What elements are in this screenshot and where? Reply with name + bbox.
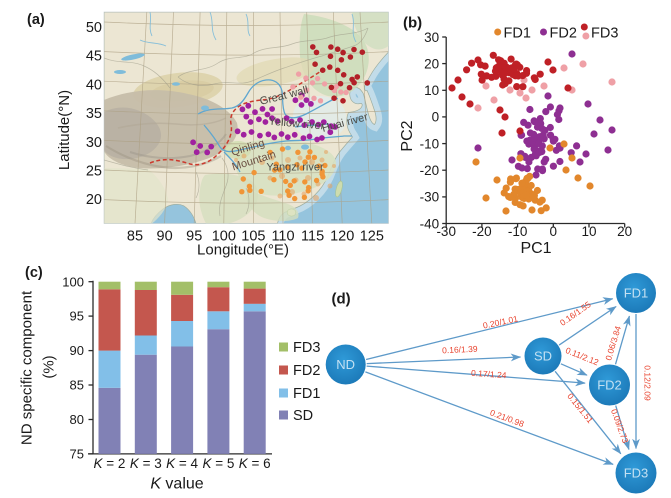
svg-text:Latitude(°N): Latitude(°N) (56, 90, 73, 170)
svg-text:(c): (c) (25, 265, 43, 281)
svg-text:90: 90 (70, 343, 84, 358)
svg-text:10: 10 (424, 83, 439, 98)
svg-text:K = 4: K = 4 (166, 456, 198, 471)
svg-text:95: 95 (186, 229, 202, 245)
svg-text:FD1: FD1 (504, 26, 531, 42)
svg-text:FD3: FD3 (591, 26, 618, 42)
svg-text:30: 30 (86, 135, 102, 151)
svg-text:0: 0 (432, 110, 440, 125)
svg-text:FD2: FD2 (293, 363, 320, 379)
svg-text:-30: -30 (436, 224, 456, 239)
svg-text:K = 5: K = 5 (202, 456, 234, 471)
svg-text:125: 125 (360, 229, 384, 245)
svg-text:K = 2: K = 2 (94, 456, 126, 471)
svg-text:0.12/2.09: 0.12/2.09 (643, 365, 653, 401)
svg-text:80: 80 (70, 412, 84, 427)
svg-text:-10: -10 (508, 224, 528, 239)
svg-text:105: 105 (241, 229, 265, 245)
svg-text:115: 115 (301, 229, 324, 245)
svg-text:FD3: FD3 (624, 466, 649, 481)
svg-text:(%): (%) (41, 355, 58, 378)
svg-text:40: 40 (86, 77, 102, 93)
svg-text:100: 100 (62, 274, 84, 289)
svg-text:K value: K value (150, 476, 203, 493)
svg-text:75: 75 (70, 447, 84, 462)
svg-text:20: 20 (424, 56, 439, 71)
svg-text:-10: -10 (420, 136, 440, 151)
svg-text:Longitude(°E): Longitude(°E) (197, 242, 289, 259)
svg-text:50: 50 (86, 20, 102, 36)
svg-text:25: 25 (86, 164, 102, 180)
svg-text:100: 100 (212, 229, 236, 245)
svg-text:110: 110 (271, 229, 294, 245)
svg-text:(a): (a) (27, 12, 45, 28)
svg-text:K = 3: K = 3 (130, 456, 162, 471)
svg-text:SD: SD (293, 408, 313, 424)
svg-text:85: 85 (127, 229, 143, 245)
svg-text:PC2: PC2 (399, 120, 416, 151)
svg-text:-20: -20 (420, 163, 440, 178)
svg-text:FD3: FD3 (293, 340, 320, 356)
svg-text:-20: -20 (472, 224, 492, 239)
svg-text:FD2: FD2 (550, 26, 577, 42)
svg-text:95: 95 (70, 309, 84, 324)
svg-text:90: 90 (157, 229, 173, 245)
svg-text:0: 0 (550, 224, 558, 239)
svg-text:PC1: PC1 (520, 240, 551, 257)
svg-text:45: 45 (86, 49, 102, 65)
svg-text:0.16/1.39: 0.16/1.39 (442, 344, 478, 356)
svg-text:FD1: FD1 (293, 386, 320, 402)
svg-text:Yangzi river: Yangzi river (266, 162, 324, 174)
svg-text:FD2: FD2 (597, 378, 622, 393)
svg-text:85: 85 (70, 378, 84, 393)
svg-text:10: 10 (581, 224, 596, 239)
svg-text:(d): (d) (332, 291, 351, 308)
svg-text:K = 6: K = 6 (239, 456, 271, 471)
svg-text:Yellow river: Yellow river (268, 116, 325, 133)
svg-text:ND: ND (336, 357, 355, 372)
svg-text:35: 35 (86, 106, 102, 122)
svg-text:FD1: FD1 (624, 286, 649, 301)
svg-text:-40: -40 (420, 216, 440, 231)
svg-text:20: 20 (617, 224, 632, 239)
svg-text:20: 20 (86, 192, 102, 208)
svg-text:30: 30 (424, 30, 439, 45)
svg-text:SD: SD (534, 349, 552, 364)
svg-text:(b): (b) (403, 15, 422, 32)
svg-text:ND specific component: ND specific component (19, 290, 36, 445)
svg-text:0.17/1.24: 0.17/1.24 (471, 368, 507, 380)
svg-text:-30: -30 (420, 190, 440, 205)
svg-text:120: 120 (330, 229, 354, 245)
